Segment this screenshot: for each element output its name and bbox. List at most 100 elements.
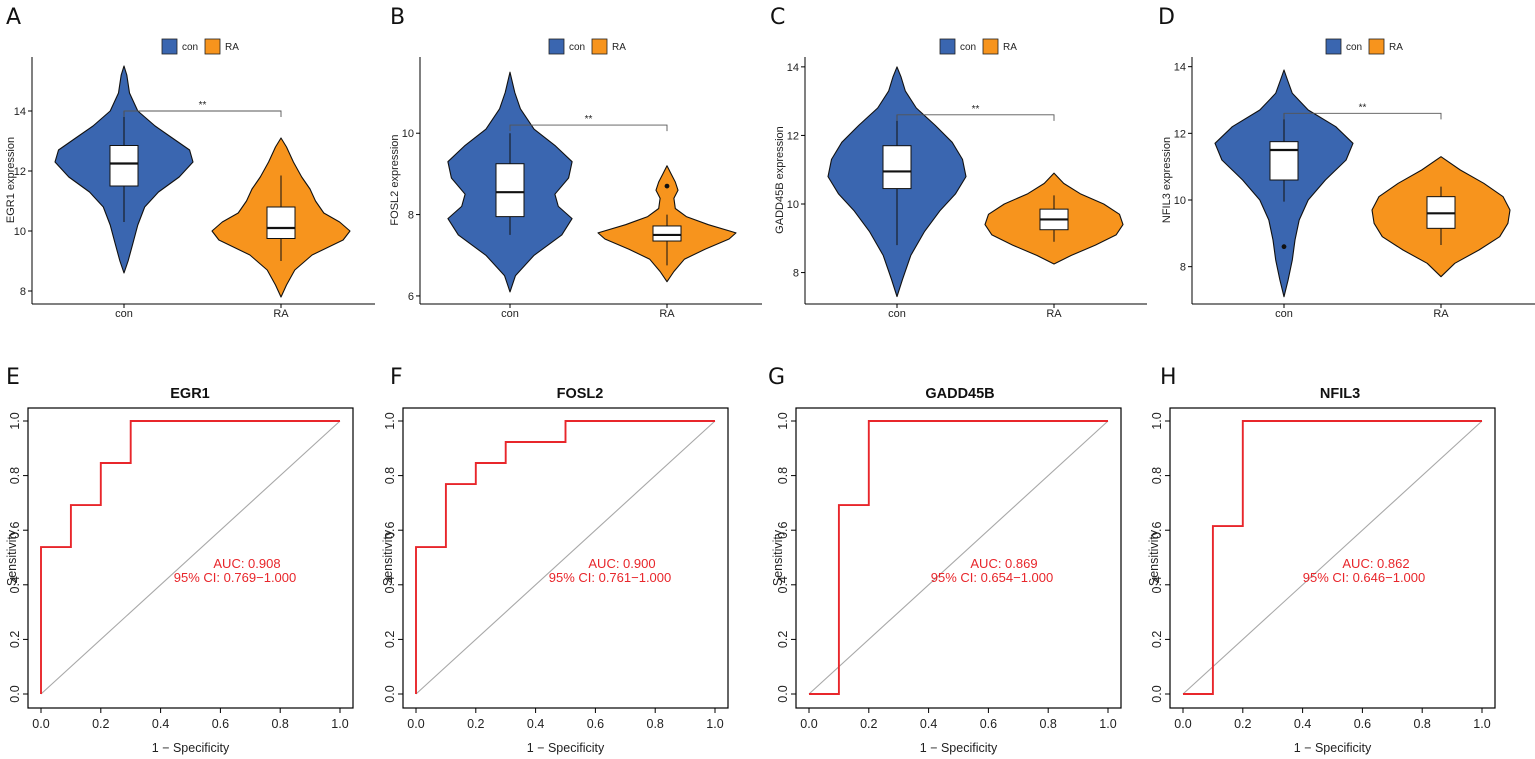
- plot-frame: [1169, 407, 1496, 709]
- y-tick-label: 1.0: [8, 412, 22, 429]
- x-tick-label: 1.0: [331, 717, 348, 731]
- significance-label: **: [199, 100, 207, 111]
- x-tick-label: 0.0: [800, 717, 817, 731]
- x-axis-title: 1 − Specificity: [920, 741, 998, 755]
- y-axis-title: Sensitivity: [1147, 529, 1161, 586]
- ci-label: 95% CI: 0.654−1.000: [931, 570, 1054, 585]
- auc-label: AUC: 0.900: [588, 556, 655, 571]
- legend-label-con: con: [569, 42, 585, 53]
- y-tick-label: 10: [1174, 195, 1186, 207]
- y-tick-label: 0.6: [8, 521, 22, 538]
- legend-label-con: con: [960, 42, 976, 53]
- y-axis-title: Sensitivity: [771, 529, 785, 586]
- roc-curve: [1183, 420, 1482, 695]
- significance-label: **: [585, 114, 593, 125]
- legend-label-ra: RA: [1389, 42, 1403, 53]
- y-tick-label: 0.8: [8, 467, 22, 484]
- panel-letter: B: [390, 5, 405, 30]
- x-axis-title: 1 − Specificity: [527, 741, 605, 755]
- y-tick-label: 1.0: [1150, 412, 1164, 429]
- roc-panel-H: H NFIL3 0.0 0.0 0.2 0.2 0.4 0.4 0.6 0.6 0.8 0.8 1.0 1…: [1147, 365, 1496, 755]
- y-tick-label: 0.4: [383, 576, 397, 593]
- y-tick-label: 0.4: [1150, 576, 1164, 593]
- x-tick-label: 0.6: [587, 717, 604, 731]
- panel-letter: C: [770, 5, 785, 30]
- y-tick-label: 0.8: [383, 467, 397, 484]
- y-tick-label: 10: [14, 226, 26, 238]
- legend: con RA: [548, 38, 626, 55]
- x-tick-label: 0.4: [152, 717, 169, 731]
- y-axis-title: EGR1 expression: [5, 137, 17, 223]
- y-tick-label: 8: [20, 286, 26, 298]
- x-tick-label: 0.0: [1174, 717, 1191, 731]
- legend-label-con: con: [182, 42, 198, 53]
- roc-curve: [40, 420, 340, 694]
- y-tick-label: 0.2: [776, 631, 790, 648]
- x-tick-label: 0.4: [527, 717, 544, 731]
- y-tick-label: 0.4: [776, 576, 790, 593]
- roc-panel-F: F FOSL2 0.0 0.0 0.2 0.2 0.4 0.4 0.6 0.6 0.8 0.8 1.0 1…: [381, 365, 729, 755]
- y-tick-label: 14: [787, 62, 799, 74]
- x-tick-label: 1.0: [1099, 717, 1116, 731]
- x-axis-title: 1 − Specificity: [1294, 741, 1372, 755]
- legend-swatch-ra: [1368, 38, 1385, 55]
- x-tick-label-con: con: [1275, 308, 1293, 320]
- x-tick-label-RA: RA: [273, 308, 289, 320]
- box-con: [495, 163, 525, 218]
- roc-title: EGR1: [170, 386, 210, 402]
- auc-label: AUC: 0.869: [970, 556, 1037, 571]
- y-tick-label: 0.4: [8, 576, 22, 593]
- y-tick-label: 0.8: [1150, 467, 1164, 484]
- y-tick-label: 0.0: [1150, 685, 1164, 702]
- roc-panel-G: G GADD45B 0.0 0.0 0.2 0.2 0.4 0.4 0.6 0.6 0.8 0.8 1.…: [768, 365, 1122, 755]
- significance-bracket: [123, 110, 282, 117]
- x-tick-label: 0.4: [1294, 717, 1311, 731]
- roc-title: GADD45B: [925, 386, 994, 402]
- y-tick-label: 0.2: [383, 631, 397, 648]
- x-tick-label: 0.6: [980, 717, 997, 731]
- panel-letter: D: [1158, 5, 1175, 30]
- panel-letter: A: [6, 5, 21, 30]
- ci-label: 95% CI: 0.769−1.000: [174, 570, 297, 585]
- legend-label-ra: RA: [225, 42, 239, 53]
- y-tick-label: 6: [408, 291, 414, 303]
- legend-swatch-con: [548, 38, 565, 55]
- legend-swatch-con: [939, 38, 956, 55]
- legend: con RA: [1325, 38, 1403, 55]
- y-tick-label: 14: [14, 106, 26, 118]
- x-tick-label: 1.0: [1473, 717, 1490, 731]
- roc-title: FOSL2: [557, 386, 604, 402]
- y-tick-label: 0.0: [776, 685, 790, 702]
- y-tick-label: 0.8: [776, 467, 790, 484]
- legend-swatch-ra: [982, 38, 999, 55]
- ci-label: 95% CI: 0.646−1.000: [1303, 570, 1426, 585]
- x-tick-label: 0.0: [32, 717, 49, 731]
- y-tick-label: 0.0: [383, 685, 397, 702]
- y-tick-label: 8: [793, 268, 799, 280]
- box-RA: [266, 206, 296, 239]
- y-tick-label: 1.0: [383, 412, 397, 429]
- x-tick-label: 0.8: [647, 717, 664, 731]
- x-tick-label: 1.0: [706, 717, 723, 731]
- y-axis-title: Sensitivity: [5, 529, 19, 586]
- legend-swatch-con: [161, 38, 178, 55]
- diagonal-reference-line: [40, 420, 341, 695]
- roc-curve: [415, 420, 715, 694]
- x-tick-label-RA: RA: [1433, 308, 1449, 320]
- y-tick-label: 8: [1180, 262, 1186, 274]
- roc-title: NFIL3: [1320, 386, 1360, 402]
- x-tick-label: 0.2: [860, 717, 877, 731]
- y-tick-label: 14: [1174, 62, 1186, 74]
- significance-label: **: [972, 104, 980, 115]
- significance-label: **: [1359, 102, 1367, 113]
- legend: con RA: [161, 38, 239, 55]
- y-tick-label: 12: [1174, 128, 1186, 140]
- panel-letter: G: [768, 365, 785, 390]
- y-axis-title: Sensitivity: [381, 529, 395, 586]
- x-tick-label: 0.8: [272, 717, 289, 731]
- legend-label-con: con: [1346, 42, 1362, 53]
- x-tick-label-RA: RA: [659, 308, 675, 320]
